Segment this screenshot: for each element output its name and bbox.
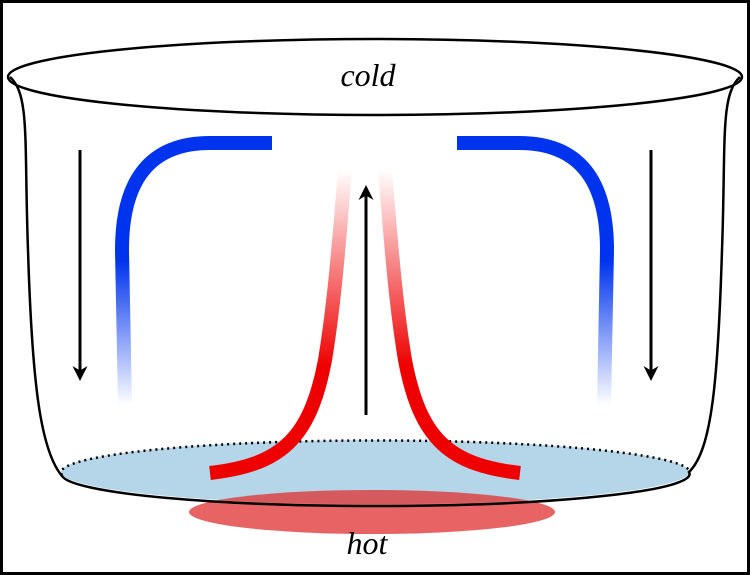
cold-current-left [114,136,272,406]
bowl-outline [9,76,741,508]
heat-source [189,490,555,534]
bowl-rim [6,37,744,117]
hot-current-right [378,169,521,480]
bowl-bottom [61,440,689,504]
cold-current-right [457,136,615,406]
hot-current-left [209,169,352,480]
hot-label: hot [347,525,389,561]
cold-label: cold [340,57,396,93]
